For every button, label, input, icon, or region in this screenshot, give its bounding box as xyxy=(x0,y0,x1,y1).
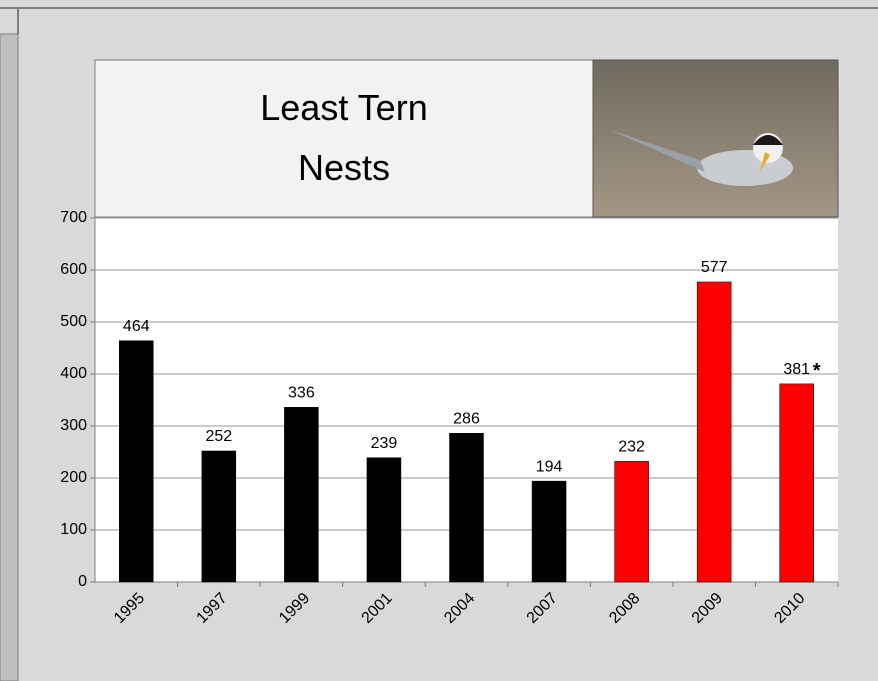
data-label: 252 xyxy=(205,428,232,445)
y-tick-label: 0 xyxy=(78,573,87,590)
data-label: 577 xyxy=(701,259,728,276)
side-strip xyxy=(0,33,19,681)
y-tick-label: 200 xyxy=(60,469,87,486)
bar xyxy=(201,450,237,583)
data-label: 464 xyxy=(123,318,150,335)
y-tick-label: 600 xyxy=(60,261,87,278)
bar xyxy=(696,281,732,583)
bar xyxy=(531,480,567,583)
y-tick-label: 500 xyxy=(60,313,87,330)
bar xyxy=(366,457,402,583)
data-label: 381 xyxy=(783,361,810,378)
chart-title: Least Tern Nests xyxy=(260,87,427,188)
title-line: Least Tern xyxy=(260,87,427,128)
bar xyxy=(449,433,484,583)
bar xyxy=(119,340,154,583)
data-label: 232 xyxy=(618,439,645,456)
data-label: 194 xyxy=(536,458,563,475)
bar xyxy=(779,383,814,583)
data-label: 239 xyxy=(371,435,398,452)
title-box xyxy=(94,59,594,218)
bar xyxy=(614,461,649,583)
photo xyxy=(592,59,839,218)
y-tick-label: 300 xyxy=(60,417,87,434)
annotation: * xyxy=(813,360,821,382)
y-tick-label: 700 xyxy=(60,209,87,226)
y-tick-label: 100 xyxy=(60,521,87,538)
data-label: 336 xyxy=(288,384,315,401)
title-line: Nests xyxy=(298,147,390,188)
bar xyxy=(284,407,319,583)
data-label: 286 xyxy=(453,410,480,427)
y-tick-label: 400 xyxy=(60,365,87,382)
